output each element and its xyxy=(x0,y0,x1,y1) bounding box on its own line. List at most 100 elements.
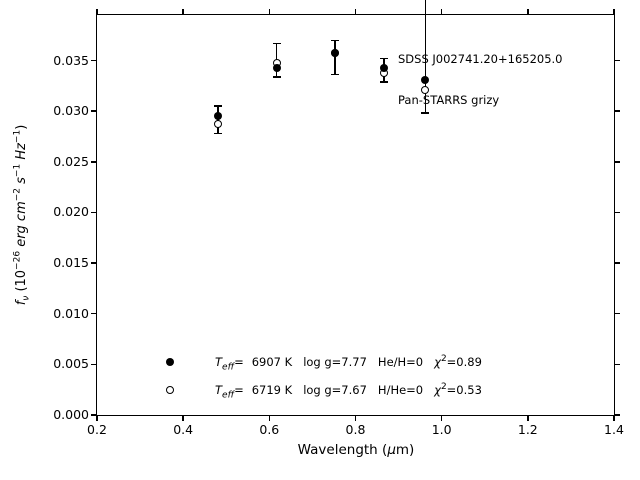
data-point-filled-circle xyxy=(272,63,281,72)
axis-label-part: μ xyxy=(387,442,396,458)
y-tick-label: 0.005 xyxy=(53,356,89,372)
error-bar-cap-bottom xyxy=(379,81,388,83)
axis-label-part: ) xyxy=(14,124,29,130)
legend-marker-open-circle-icon xyxy=(166,386,174,394)
y-tick-label: 0.010 xyxy=(53,305,89,321)
x-tick xyxy=(527,416,529,421)
x-tick xyxy=(613,416,615,421)
error-bar-cap-bottom xyxy=(330,73,339,76)
x-tick-top xyxy=(354,8,357,14)
error-bar-cap-bottom xyxy=(421,112,430,114)
x-tick xyxy=(440,416,443,421)
y-tick-right xyxy=(615,312,620,315)
legend-teff-value: 6907 K xyxy=(251,355,293,369)
x-tick xyxy=(182,416,184,421)
legend-logg: log g=7.67 xyxy=(303,383,367,397)
legend-equals: = xyxy=(234,355,244,369)
data-point-filled-circle xyxy=(421,75,430,84)
y-tick-label: 0.035 xyxy=(53,52,89,68)
data-point-open-circle xyxy=(214,120,223,129)
y-tick-right xyxy=(615,161,620,163)
y-tick-label: 0.020 xyxy=(53,204,89,220)
y-tick xyxy=(90,262,96,264)
data-point-filled-circle xyxy=(214,112,223,121)
x-tick-label: 1.4 xyxy=(604,422,624,437)
x-tick-label: 0.4 xyxy=(173,422,194,437)
y-tick-right xyxy=(615,262,620,264)
y-tick xyxy=(90,59,96,62)
legend-chi-superscript: 2 xyxy=(440,382,447,393)
x-tick-top xyxy=(96,8,98,14)
legend-composition: H/He=0 xyxy=(377,383,424,397)
error-bar-cap-top xyxy=(272,42,281,45)
legend-teff-value: 6719 K xyxy=(251,383,293,397)
error-bar-line xyxy=(334,40,336,75)
axis-label-part: (10 xyxy=(14,269,29,296)
axis-label-part: s xyxy=(14,177,29,188)
legend-chi-symbol: χ xyxy=(434,355,441,369)
plot-area xyxy=(96,14,615,416)
axis-label-part: erg cm xyxy=(14,201,29,251)
legend-chi-symbol: χ xyxy=(434,383,441,397)
x-tick-label: 0.2 xyxy=(87,422,107,437)
legend-teff-symbol: T xyxy=(215,383,223,397)
y-tick xyxy=(90,211,96,214)
y-tick-label: 0.015 xyxy=(53,255,89,271)
legend-teff-symbol: T xyxy=(215,355,223,369)
data-point-open-circle xyxy=(421,85,430,94)
legend-row-filled: Teff= 6907 K log g=7.77 He/H=0 χ2=0.89 xyxy=(0,354,640,373)
axis-label-part: −1 xyxy=(12,163,23,178)
y-tick-right xyxy=(615,110,620,112)
axis-label-part: −1 xyxy=(12,129,23,144)
x-tick xyxy=(96,416,98,421)
y-tick xyxy=(90,414,96,416)
x-tick-top xyxy=(440,8,443,14)
y-tick-label: 0.000 xyxy=(53,407,89,422)
x-tick-label: 1.2 xyxy=(517,422,538,437)
error-bar-cap-bottom xyxy=(272,76,281,78)
y-tick-right xyxy=(615,363,620,366)
y-tick xyxy=(90,363,96,366)
legend-logg: log g=7.77 xyxy=(303,355,367,369)
x-tick-label: 0.6 xyxy=(259,422,280,437)
x-axis-label: Wavelength (μm) xyxy=(276,442,436,458)
annotation-source-name: SDSS J002741.20+165205.0 xyxy=(398,52,563,66)
x-tick-top xyxy=(182,8,184,14)
x-tick xyxy=(354,416,357,421)
legend-chi-value: =0.89 xyxy=(446,355,482,369)
y-tick-label: 0.025 xyxy=(53,153,89,169)
error-bar-line xyxy=(424,0,427,114)
y-tick-right xyxy=(615,414,620,416)
y-tick-right xyxy=(615,59,620,62)
error-bar-cap-top xyxy=(330,39,339,42)
legend-composition: He/H=0 xyxy=(377,355,424,369)
data-point-filled-circle xyxy=(379,63,388,72)
error-bar-cap-top xyxy=(214,105,223,107)
y-tick-right xyxy=(615,211,620,214)
legend-row-open: Teff= 6719 K log g=7.67 H/He=0 χ2=0.53 xyxy=(0,382,640,401)
axis-label-part: ν xyxy=(21,295,32,301)
annotation: SDSS J002741.20+165205.0 Pan-STARRS griz… xyxy=(398,26,563,134)
x-tick xyxy=(268,416,271,421)
axis-label-part: f xyxy=(14,300,29,306)
legend-marker-filled-circle-icon xyxy=(166,358,174,366)
legend-label-open: Teff= 6719 K log g=7.67 H/He=0 χ2=0.53 xyxy=(215,382,482,401)
x-tick-top xyxy=(268,8,271,14)
axis-label-part: m) xyxy=(395,442,415,458)
axis-label-part: Wavelength ( xyxy=(297,442,388,458)
legend-teff-subscript: eff xyxy=(222,362,235,373)
axis-label-part: Hz xyxy=(14,143,29,164)
y-tick xyxy=(90,110,96,112)
y-tick xyxy=(90,312,96,315)
x-tick-label: 1.0 xyxy=(431,422,452,437)
data-point-filled-circle xyxy=(330,49,339,58)
x-tick-top xyxy=(613,8,615,14)
legend-chi-value: =0.53 xyxy=(446,383,482,397)
x-tick-label: 0.8 xyxy=(345,422,366,437)
x-tick-top xyxy=(527,8,529,14)
error-bar-cap-top xyxy=(379,57,388,60)
y-axis-label: fν (10−26 erg cm−2 s−1 Hz−1) xyxy=(12,84,32,346)
legend-teff-subscript: eff xyxy=(222,390,235,401)
legend-equals: = xyxy=(234,383,244,397)
